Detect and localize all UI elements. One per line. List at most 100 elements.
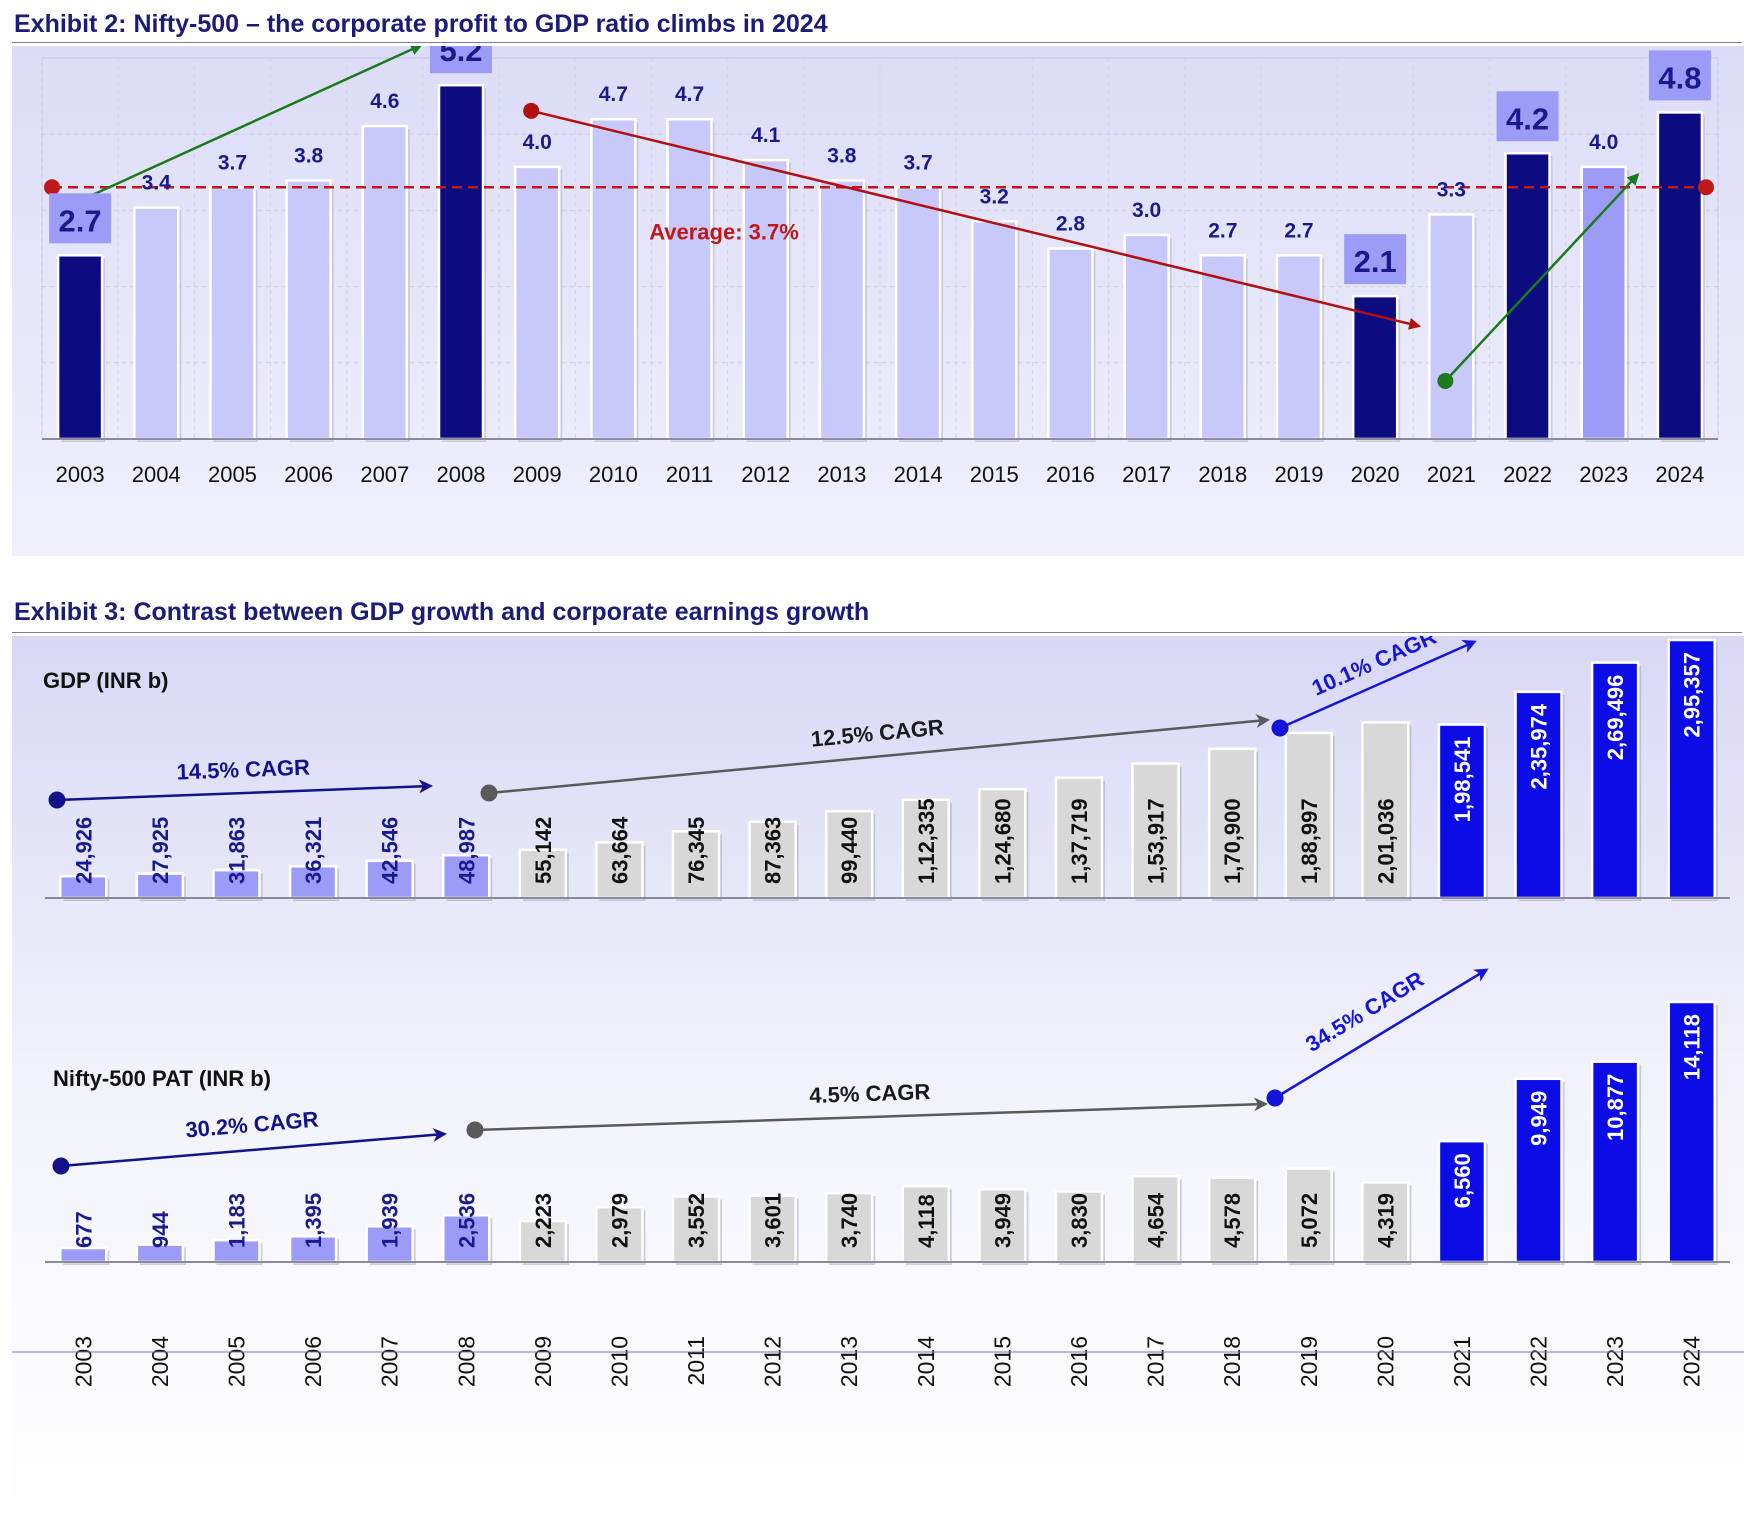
- value-label-2022: 2,35,974: [1527, 703, 1552, 789]
- bar-2003: [56, 254, 104, 441]
- cagr-arrow: [56, 779, 433, 802]
- value-label-2003: 24,926: [71, 817, 96, 884]
- value-label-2011: 4.7: [675, 83, 704, 106]
- bar-2016: [1047, 247, 1094, 441]
- gdp-vs-earnings-chart: 24,926 27,925 31,863 36,321 42,546 48,987 55,1…: [12, 636, 1744, 1516]
- chart-background: [12, 46, 1744, 556]
- value-label-2012: 3,601: [761, 1193, 786, 1248]
- bar-2012: [748, 820, 797, 900]
- bar-2014: [901, 1184, 951, 1264]
- value-label-2024: 2,95,357: [1680, 652, 1705, 738]
- x-tick-2021: 2021: [1427, 462, 1476, 487]
- x-tick-2022: 2022: [1526, 1336, 1552, 1387]
- x-tick-2003: 2003: [56, 462, 105, 487]
- value-label-2014: 3.7: [903, 151, 932, 174]
- value-label-2008: 48,987: [454, 817, 479, 884]
- value-label-2023: 2,69,496: [1603, 675, 1628, 761]
- gdp-panel-title: GDP (INR b): [43, 668, 169, 693]
- bar-2010: [595, 841, 644, 900]
- bar-2011: [671, 1195, 721, 1264]
- value-label-2005: 31,863: [224, 817, 249, 884]
- trend-start-marker: [1437, 373, 1454, 389]
- value-label-2019: 1,88,997: [1297, 798, 1322, 884]
- value-label-2007: 42,546: [378, 817, 403, 884]
- bar-2017: [1131, 762, 1180, 900]
- value-label-2007: 4.6: [370, 90, 399, 113]
- x-tick-2007: 2007: [360, 462, 409, 487]
- x-tick-2015: 2015: [989, 1336, 1015, 1387]
- bar-2021: [1428, 213, 1475, 441]
- value-label-2012: 87,363: [761, 817, 786, 884]
- bar-2005: [209, 186, 256, 441]
- value-label-2011: 76,345: [684, 817, 709, 884]
- value-label-2022: 9,949: [1527, 1091, 1552, 1146]
- x-tick-2021: 2021: [1449, 1336, 1475, 1387]
- average-start-marker: [44, 179, 60, 196]
- x-tick-2016: 2016: [1066, 1336, 1092, 1387]
- x-tick-2015: 2015: [970, 462, 1019, 487]
- value-label-2020: 2,01,036: [1373, 798, 1398, 884]
- value-label-2003: 2.7: [59, 203, 102, 238]
- exhibit-2-divider: [12, 42, 1742, 43]
- value-label-2006: 3.8: [294, 144, 324, 167]
- x-tick-2019: 2019: [1296, 1336, 1322, 1387]
- x-tick-2009: 2009: [530, 1336, 556, 1387]
- x-tick-2005: 2005: [208, 462, 257, 487]
- trend-start-marker: [523, 102, 540, 119]
- value-label-2009: 55,142: [531, 817, 556, 884]
- bar-2022: [1504, 152, 1551, 441]
- bar-2023: [1590, 661, 1640, 900]
- trend-arrow-2009-2020: [530, 109, 1422, 330]
- x-tick-2022: 2022: [1503, 462, 1552, 487]
- x-tick-2016: 2016: [1046, 462, 1095, 487]
- x-tick-2009: 2009: [513, 462, 562, 487]
- bar-2003: [59, 1246, 108, 1264]
- bar-2013: [818, 179, 866, 441]
- value-label-2021: 1,98,541: [1450, 737, 1475, 823]
- value-label-2020: 2.1: [1354, 244, 1397, 279]
- x-tick-2011: 2011: [666, 462, 713, 487]
- value-label-2009: 4.0: [523, 131, 552, 154]
- bar-2019: [1284, 731, 1333, 900]
- x-tick-2023: 2023: [1602, 1336, 1628, 1387]
- bar-2024: [1667, 1000, 1716, 1264]
- value-label-2019: 2.7: [1284, 219, 1313, 242]
- x-tick-2013: 2013: [817, 462, 866, 487]
- bar-2004: [135, 872, 185, 900]
- bar-2022: [1514, 690, 1563, 900]
- value-label-2018: 1,70,900: [1220, 798, 1245, 884]
- value-label-2015: 3.2: [980, 185, 1009, 208]
- bar-2007: [365, 859, 414, 900]
- x-tick-2018: 2018: [1198, 462, 1247, 487]
- exhibit-3-title: Exhibit 3: Contrast between GDP growth a…: [14, 598, 870, 626]
- bar-2012: [742, 158, 789, 441]
- x-tick-2018: 2018: [1219, 1336, 1245, 1387]
- bar-2020: [1351, 294, 1399, 441]
- value-label-2013: 99,440: [837, 817, 862, 884]
- x-tick-2004: 2004: [132, 462, 181, 487]
- bar-2019: [1275, 254, 1323, 441]
- bar-2013: [824, 1191, 874, 1264]
- bar-2018: [1207, 747, 1257, 900]
- x-tick-2010: 2010: [589, 462, 638, 487]
- value-label-box: [1344, 234, 1407, 285]
- bar-2008: [437, 83, 485, 441]
- value-label-2023: 4.0: [1589, 131, 1618, 154]
- value-label-2023: 10,877: [1603, 1074, 1628, 1141]
- cagr-arrow: [1274, 968, 1489, 1100]
- value-label-2020: 4,319: [1373, 1193, 1398, 1248]
- x-tick-2024: 2024: [1655, 462, 1704, 487]
- value-label-2008: 2,536: [454, 1193, 479, 1248]
- value-label-2012: 4.1: [751, 124, 781, 147]
- average-label: Average: 3.7%: [649, 219, 799, 244]
- value-label-2017: 1,53,917: [1144, 798, 1169, 884]
- value-label-2016: 1,37,719: [1067, 798, 1092, 884]
- value-label-2016: 3,830: [1067, 1193, 1092, 1248]
- x-tick-2008: 2008: [437, 462, 486, 487]
- value-label-2024: 14,118: [1680, 1014, 1705, 1080]
- value-label-2016: 2.8: [1056, 213, 1086, 236]
- trend-arrow-2021-2024: [1444, 172, 1640, 382]
- value-label-box: [1648, 50, 1711, 101]
- bar-2022: [1514, 1077, 1563, 1264]
- x-tick-2020: 2020: [1351, 462, 1400, 487]
